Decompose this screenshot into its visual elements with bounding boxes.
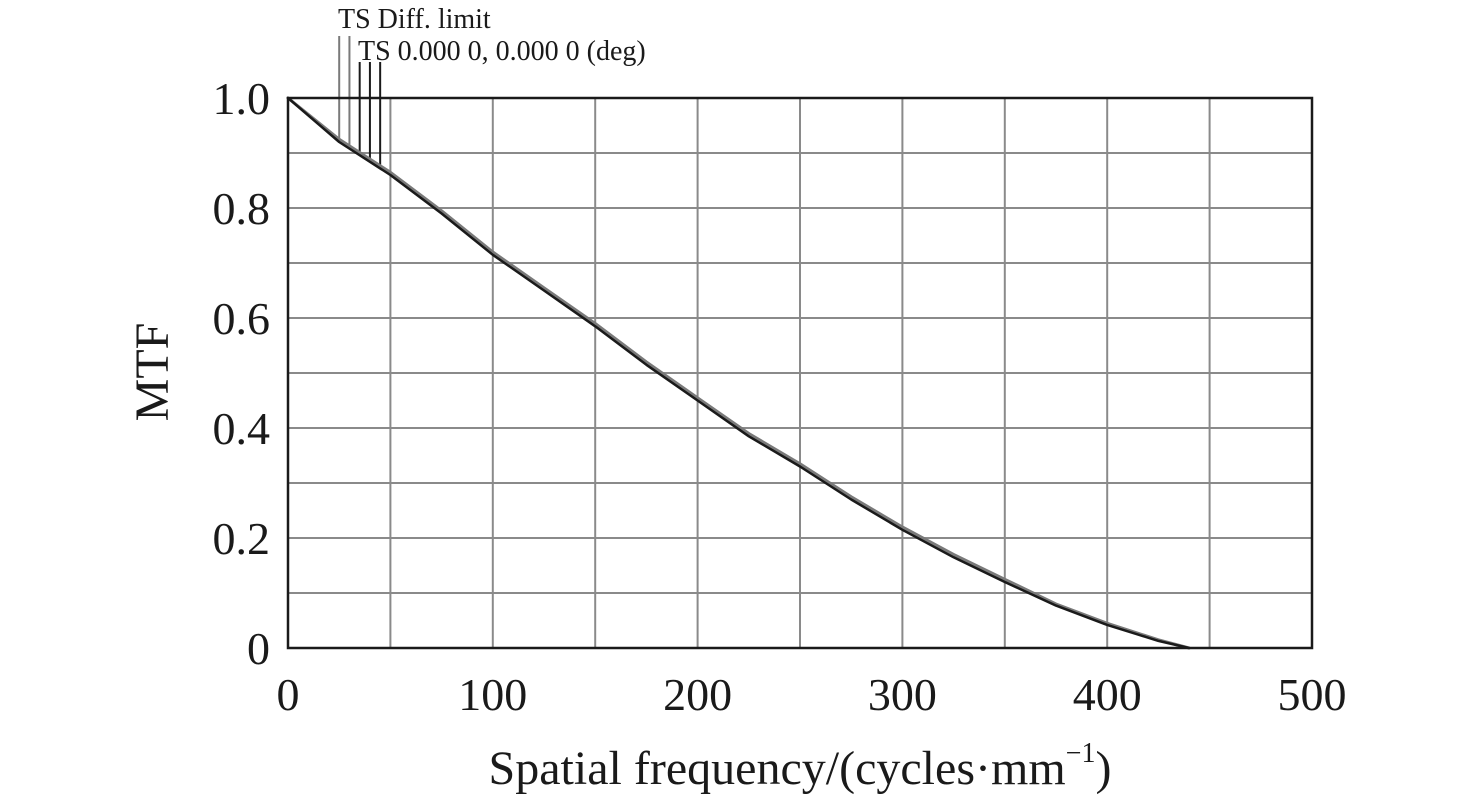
x-axis-title-main: Spatial frequency/(cycles·mm [489,742,1066,795]
legend-label-diff-limit: TS Diff. limit [338,4,491,35]
legend-markers [338,36,382,169]
x-axis-title: Spatial frequency/(cycles·mm−1) [489,738,1112,795]
x-axis-title-suffix: ) [1095,742,1111,795]
x-tick-label: 500 [1278,669,1347,720]
y-tick-label: 0.4 [213,403,271,454]
y-axis-title: MTF [126,323,179,422]
legend-label-ts-field: TS 0.000 0, 0.000 0 (deg) [358,36,646,67]
y-tick-label: 0.8 [213,183,271,234]
x-tick-label: 300 [868,669,937,720]
x-tick-label: 100 [458,669,527,720]
x-tick-label: 400 [1073,669,1142,720]
x-tick-label: 200 [663,669,732,720]
x-tick-labels: 0 100 200 300 400 500 [277,669,1347,720]
y-tick-label: 1.0 [213,73,271,124]
series-lines [286,96,1191,650]
grid [288,98,1312,648]
y-tick-label: 0 [247,623,270,674]
y-tick-labels: 0 0.2 0.4 0.6 0.8 1.0 [213,73,271,674]
x-axis-title-superscript: −1 [1066,738,1096,769]
y-tick-label: 0.6 [213,293,271,344]
y-tick-label: 0.2 [213,513,271,564]
series-line [286,96,1191,650]
series-line [286,96,1191,650]
x-tick-label: 0 [277,669,300,720]
plot-frame [286,96,1314,650]
